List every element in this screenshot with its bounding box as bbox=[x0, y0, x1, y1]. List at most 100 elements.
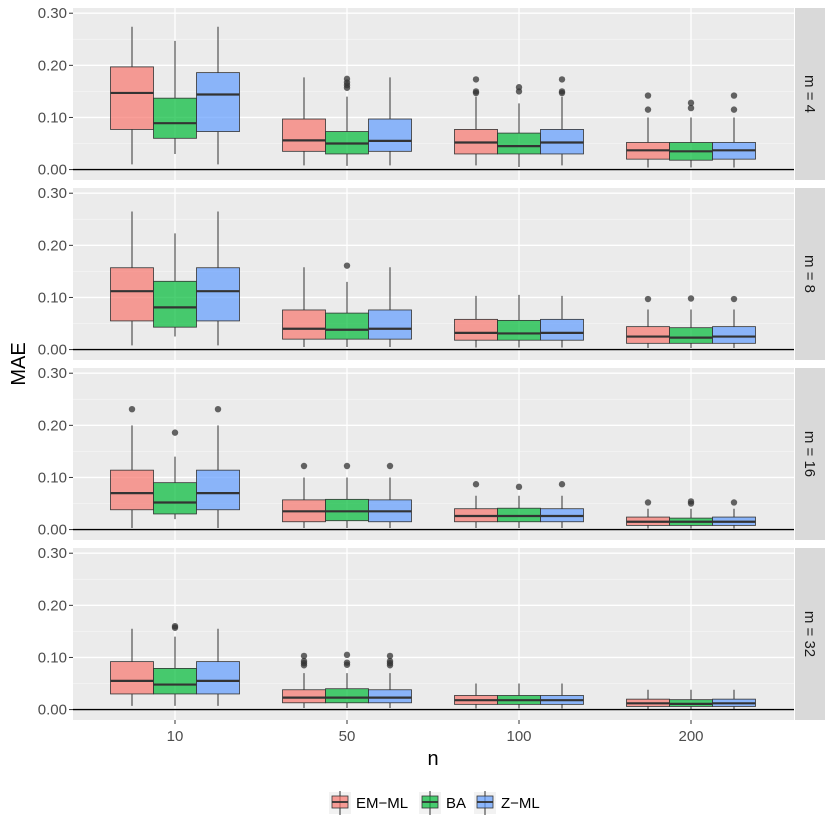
legend-key-ba: BA bbox=[419, 791, 466, 815]
facet-strip bbox=[795, 8, 825, 180]
outlier-point bbox=[386, 657, 394, 665]
outlier-point bbox=[472, 76, 480, 83]
box-zml bbox=[712, 499, 756, 529]
box-zml bbox=[712, 92, 756, 168]
box-ba bbox=[153, 40, 197, 154]
panel-2: 0.00 0.10 0.20 0.30 m = 8 bbox=[38, 185, 825, 360]
box-ba bbox=[669, 498, 713, 529]
box-rect bbox=[196, 72, 240, 132]
box-zml bbox=[712, 689, 756, 710]
legend: EM−ML BA Z−ML bbox=[329, 791, 540, 815]
box-rect bbox=[196, 267, 240, 322]
box-rect bbox=[712, 326, 756, 344]
y-tick-label: 0.20 bbox=[38, 417, 67, 434]
outlier-point bbox=[644, 499, 652, 506]
facet-strip bbox=[795, 548, 825, 720]
box-emml bbox=[454, 76, 498, 166]
box-rect bbox=[196, 661, 240, 695]
outlier-point bbox=[558, 76, 566, 83]
y-tick-label: 0.20 bbox=[38, 57, 67, 74]
outlier-point bbox=[300, 657, 308, 665]
x-tick-label: 200 bbox=[678, 728, 703, 745]
y-tick-label: 0.00 bbox=[38, 342, 67, 359]
legend-label: Z−ML bbox=[501, 795, 540, 812]
outlier-point bbox=[171, 622, 179, 630]
box-zml bbox=[540, 683, 584, 709]
box-zml bbox=[368, 462, 412, 529]
y-tick-label: 0.10 bbox=[38, 289, 67, 306]
box-rect bbox=[153, 280, 197, 328]
outlier-point bbox=[687, 295, 695, 302]
box-rect bbox=[282, 118, 326, 152]
outlier-point bbox=[644, 106, 652, 113]
facet-label: m = 4 bbox=[801, 75, 818, 113]
box-ba bbox=[325, 462, 369, 529]
box-rect bbox=[110, 66, 154, 130]
legend-label: EM−ML bbox=[356, 795, 408, 812]
box-zml bbox=[196, 26, 240, 165]
box-zml bbox=[712, 295, 756, 349]
box-rect bbox=[196, 469, 240, 511]
box-ba bbox=[669, 295, 713, 349]
panel-3: 0.00 0.10 0.20 0.30 m = 16 bbox=[38, 365, 825, 540]
x-tick-label: 50 bbox=[339, 728, 356, 745]
box-rect bbox=[497, 132, 541, 155]
y-axis-title: MAE bbox=[8, 342, 30, 385]
outlier-point bbox=[730, 92, 738, 99]
box-emml bbox=[282, 267, 326, 347]
box-rect bbox=[282, 689, 326, 704]
box-rect bbox=[110, 267, 154, 322]
outlier-point bbox=[128, 405, 136, 413]
box-zml bbox=[540, 76, 584, 166]
panel-4: 0.00 0.10 0.20 0.30 m = 32 bbox=[38, 545, 825, 720]
box-rect bbox=[325, 688, 369, 704]
y-tick-label: 0.10 bbox=[38, 469, 67, 486]
box-ba bbox=[497, 294, 541, 348]
outlier-point bbox=[386, 652, 394, 660]
outlier-point bbox=[558, 88, 566, 95]
box-rect bbox=[454, 318, 498, 341]
outlier-point bbox=[730, 499, 738, 506]
y-tick-label: 0.30 bbox=[38, 365, 67, 382]
outlier-point bbox=[300, 462, 308, 470]
facet-label: m = 16 bbox=[801, 431, 818, 477]
outlier-point bbox=[386, 462, 394, 470]
facet-label: m = 8 bbox=[801, 255, 818, 293]
box-rect bbox=[153, 482, 197, 515]
box-emml bbox=[110, 211, 154, 346]
outlier-point bbox=[214, 405, 222, 413]
box-emml bbox=[282, 462, 326, 529]
outlier-point bbox=[472, 88, 480, 95]
outlier-point bbox=[558, 481, 566, 488]
y-tick-label: 0.10 bbox=[38, 109, 67, 126]
box-rect bbox=[669, 327, 713, 344]
outlier-point bbox=[343, 262, 351, 269]
box-emml bbox=[626, 689, 670, 710]
box-rect bbox=[110, 661, 154, 695]
box-ba bbox=[153, 429, 197, 520]
y-tick-label: 0.20 bbox=[38, 237, 67, 254]
box-ba bbox=[497, 483, 541, 529]
x-tick-label: 10 bbox=[167, 728, 184, 745]
outlier-point bbox=[300, 652, 308, 660]
y-tick-label: 0.30 bbox=[38, 5, 67, 22]
box-rect bbox=[153, 97, 197, 139]
outlier-point bbox=[515, 483, 523, 491]
outlier-point bbox=[644, 295, 652, 303]
outlier-point bbox=[730, 295, 738, 303]
y-tick-label: 0.00 bbox=[38, 162, 67, 179]
x-axis: 10 50 100 200 bbox=[167, 720, 704, 745]
facet-strip bbox=[795, 188, 825, 360]
panels: 0.00 0.10 0.20 0.30 m = 4 0.00 0.10 0.20 0.30 m =… bbox=[38, 5, 825, 720]
box-rect bbox=[325, 498, 369, 522]
outlier-point bbox=[687, 99, 695, 107]
box-zml bbox=[196, 211, 240, 346]
box-zml bbox=[196, 405, 240, 529]
panel-1: 0.00 0.10 0.20 0.30 m = 4 bbox=[38, 5, 825, 180]
y-tick-label: 0.00 bbox=[38, 702, 67, 719]
facet-label: m = 32 bbox=[801, 611, 818, 657]
box-rect bbox=[497, 319, 541, 341]
box-zml bbox=[368, 652, 412, 709]
outlier-point bbox=[343, 462, 351, 470]
box-rect bbox=[153, 668, 197, 695]
